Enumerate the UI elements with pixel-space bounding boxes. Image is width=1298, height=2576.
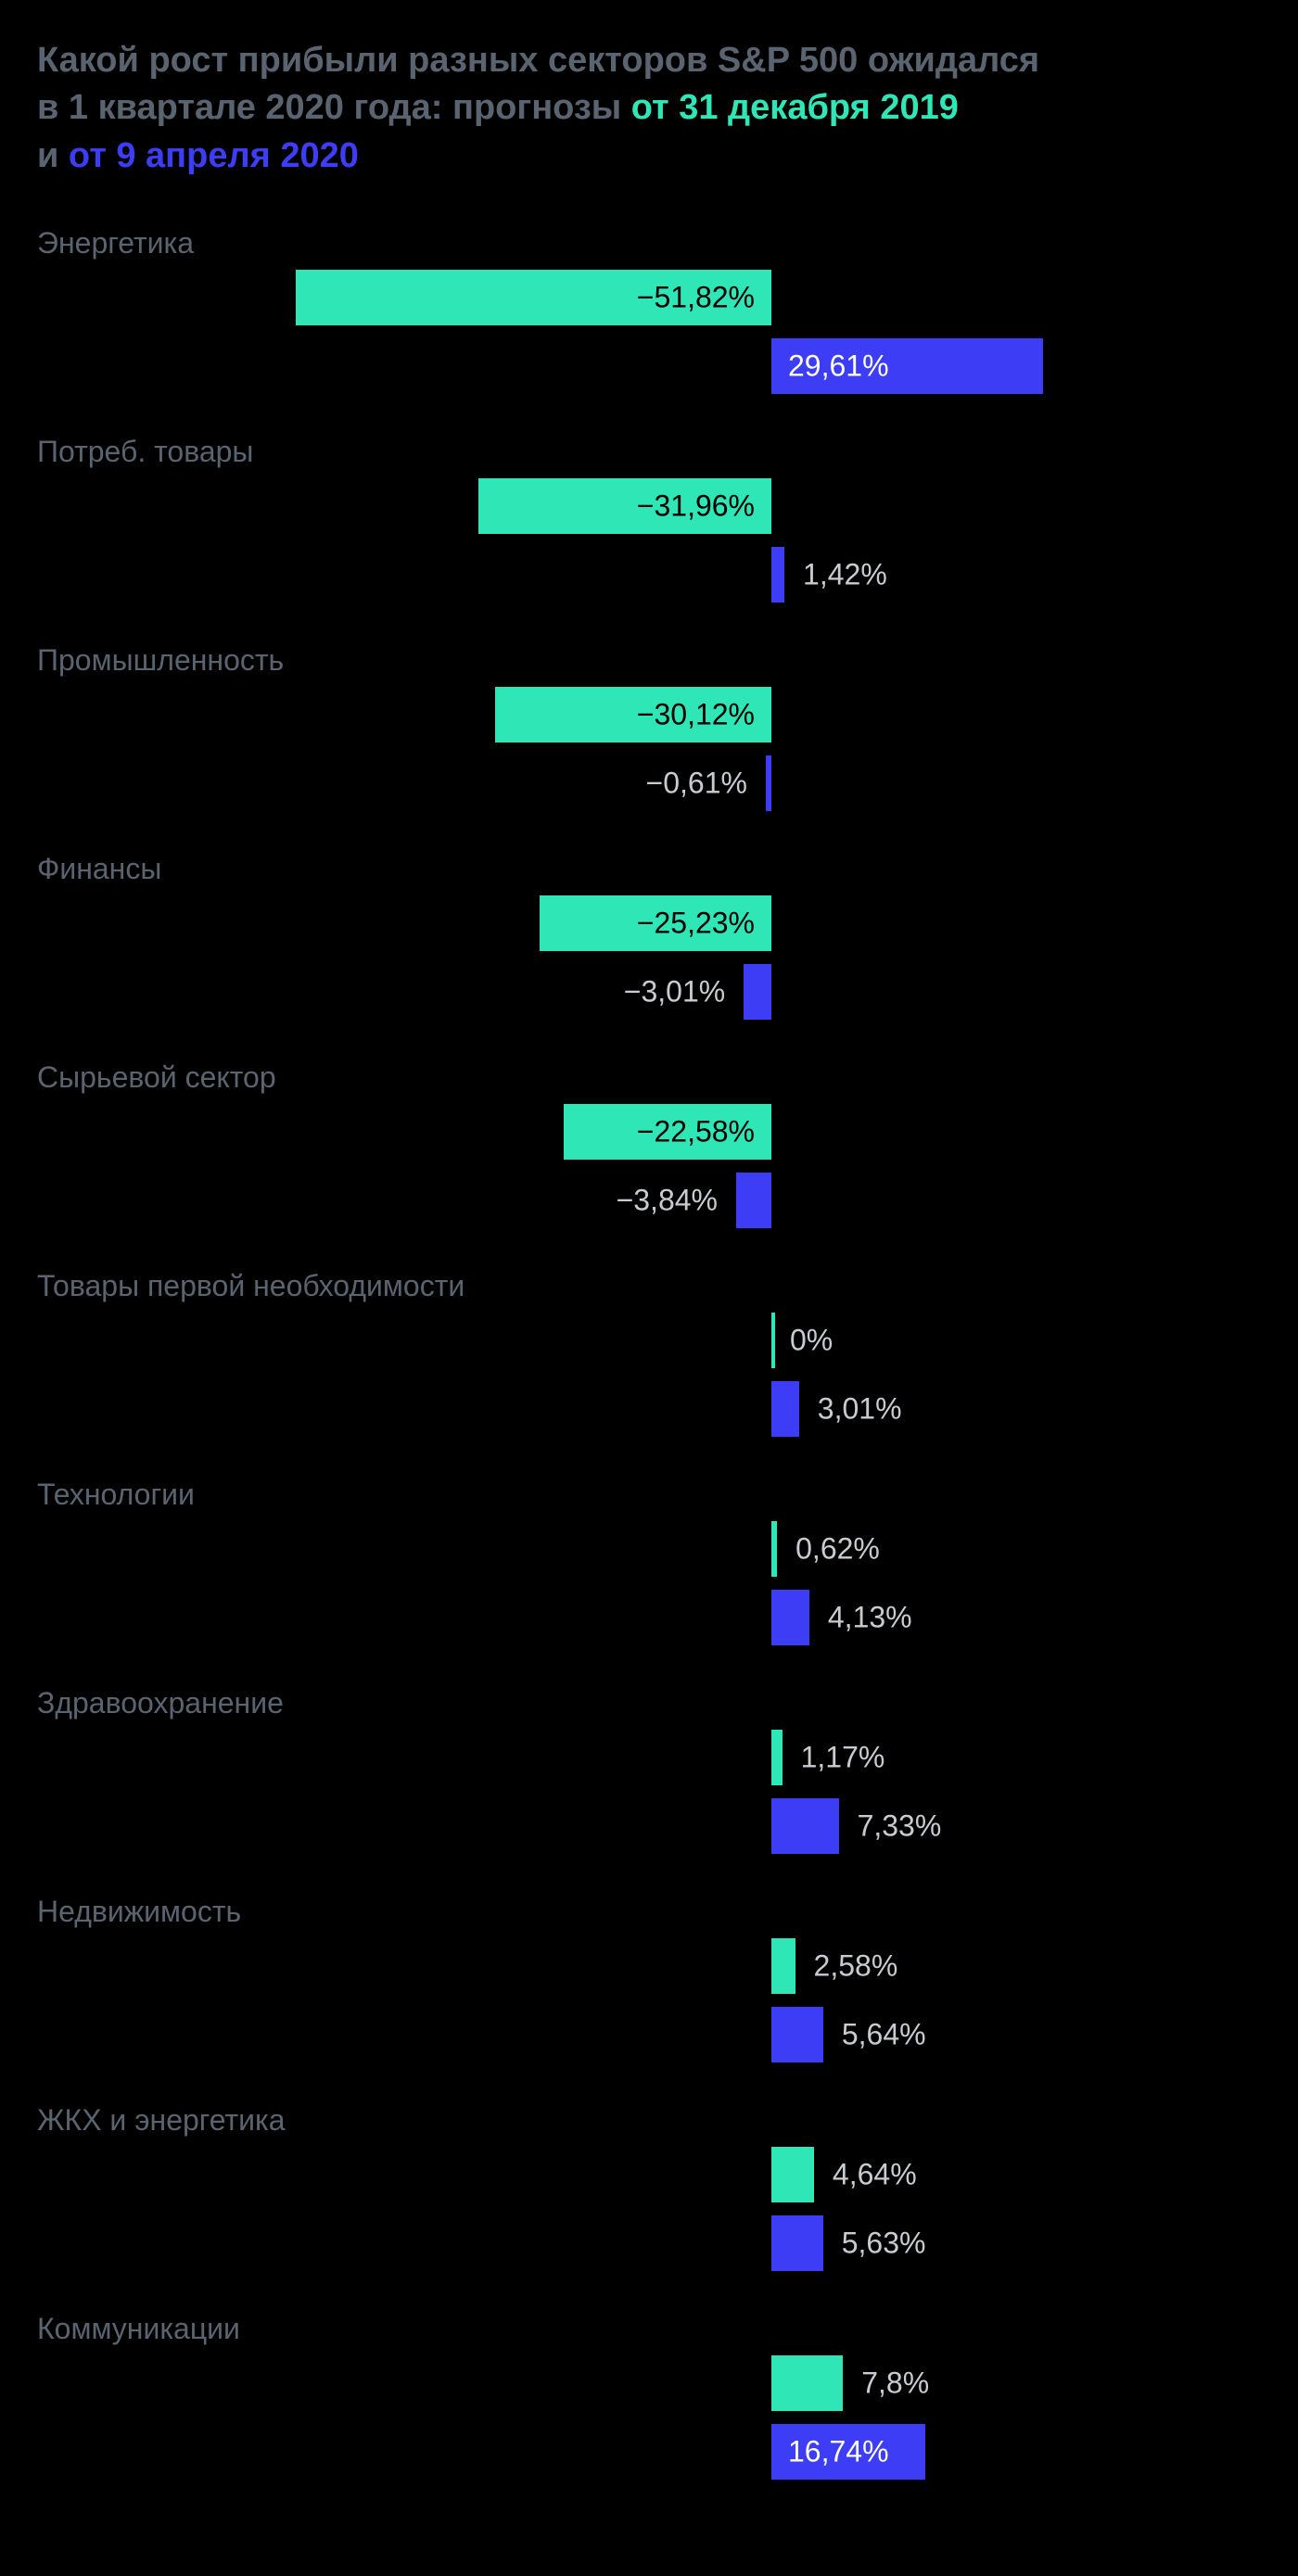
bar-value-label-apr2020: 4,13% — [809, 1600, 912, 1634]
sector-group: Технологии 0,62% 4,13% — [37, 1478, 1261, 1645]
bar-value-label-apr2020: −3,01% — [624, 974, 744, 1009]
sector-group: Промышленность −30,12% −0,61% — [37, 643, 1261, 811]
bar-row-apr2020: 3,01% — [37, 1381, 1261, 1437]
bar-dec2019 — [771, 2355, 843, 2411]
bar-dec2019 — [771, 2147, 814, 2202]
bar-row-dec2019: −25,23% — [37, 895, 1261, 951]
sector-group: Финансы −25,23% −3,01% — [37, 852, 1261, 1020]
bar-apr2020 — [771, 2007, 823, 2062]
sector-label: Недвижимость — [37, 1895, 1261, 1929]
sector-label: Сырьевой сектор — [37, 1060, 1261, 1095]
title-legend-blue: от 9 апреля 2020 — [69, 136, 359, 175]
title-line3a: и — [37, 136, 69, 175]
bar-row-apr2020: 29,61% — [37, 338, 1261, 394]
bar-apr2020 — [771, 2215, 823, 2271]
bar-pair: 7,8% 16,74% — [37, 2355, 1261, 2480]
bar-pair: −30,12% −0,61% — [37, 687, 1261, 811]
bar-value-label-dec2019: 0,62% — [777, 1531, 880, 1566]
bar-value-label-dec2019: −51,82% — [637, 280, 771, 314]
bar-apr2020 — [771, 1381, 799, 1437]
bar-chart: Энергетика −51,82% 29,61% Потреб. товары −31… — [37, 226, 1261, 2480]
sector-label: ЖКХ и энергетика — [37, 2103, 1261, 2138]
bar-row-apr2020: 5,64% — [37, 2007, 1261, 2062]
bar-row-dec2019: 2,58% — [37, 1938, 1261, 1994]
bar-pair: −51,82% 29,61% — [37, 270, 1261, 394]
sector-label: Промышленность — [37, 643, 1261, 678]
title-line2a: в 1 квартале 2020 года: прогнозы — [37, 88, 631, 127]
bar-pair: 0,62% 4,13% — [37, 1521, 1261, 1645]
bar-value-label-dec2019: −25,23% — [637, 906, 771, 940]
bar-pair: −22,58% −3,84% — [37, 1104, 1261, 1228]
title-legend-teal: от 31 декабря 2019 — [631, 88, 959, 127]
bar-pair: −25,23% −3,01% — [37, 895, 1261, 1020]
sector-label: Коммуникации — [37, 2312, 1261, 2346]
bar-row-apr2020: 4,13% — [37, 1590, 1261, 1645]
bar-row-dec2019: −51,82% — [37, 270, 1261, 325]
title-line1: Какой рост прибыли разных секторов S&P 5… — [37, 41, 1039, 80]
sector-label: Товары первой необходимости — [37, 1269, 1261, 1303]
bar-dec2019 — [771, 1730, 783, 1785]
bar-pair: −31,96% 1,42% — [37, 478, 1261, 603]
bar-row-dec2019: 7,8% — [37, 2355, 1261, 2411]
bar-row-dec2019: −22,58% — [37, 1104, 1261, 1160]
bar-apr2020 — [771, 1590, 809, 1645]
bar-value-label-dec2019: −30,12% — [637, 697, 771, 731]
bar-value-label-dec2019: −22,58% — [637, 1114, 771, 1148]
bar-value-label-apr2020: 16,74% — [771, 2434, 889, 2468]
bar-apr2020 — [736, 1173, 771, 1228]
bar-row-dec2019: 0% — [37, 1313, 1261, 1368]
sector-label: Потреб. товары — [37, 435, 1261, 469]
bar-value-label-apr2020: 1,42% — [784, 557, 887, 591]
sector-group: Недвижимость 2,58% 5,64% — [37, 1895, 1261, 2062]
sector-group: ЖКХ и энергетика 4,64% 5,63% — [37, 2103, 1261, 2271]
bar-apr2020 — [771, 1798, 839, 1854]
sector-group: Коммуникации 7,8% 16,74% — [37, 2312, 1261, 2480]
bar-row-dec2019: 4,64% — [37, 2147, 1261, 2202]
bar-row-dec2019: 1,17% — [37, 1730, 1261, 1785]
sector-group: Здравоохранение 1,17% 7,33% — [37, 1686, 1261, 1854]
bar-row-dec2019: −30,12% — [37, 687, 1261, 742]
bar-value-label-apr2020: 7,33% — [839, 1808, 942, 1843]
bar-value-label-apr2020: 29,61% — [771, 349, 889, 383]
bar-value-label-apr2020: −0,61% — [646, 766, 766, 800]
bar-row-apr2020: −3,84% — [37, 1173, 1261, 1228]
sector-label: Технологии — [37, 1478, 1261, 1512]
bar-value-label-apr2020: 5,64% — [823, 2017, 926, 2051]
sector-group: Потреб. товары −31,96% 1,42% — [37, 435, 1261, 603]
sector-label: Здравоохранение — [37, 1686, 1261, 1720]
bar-row-apr2020: −3,01% — [37, 964, 1261, 1020]
sector-label: Энергетика — [37, 226, 1261, 260]
bar-pair: 0% 3,01% — [37, 1313, 1261, 1437]
chart-title: Какой рост прибыли разных секторов S&P 5… — [37, 37, 1261, 180]
bar-value-label-apr2020: −3,84% — [617, 1183, 736, 1217]
bar-apr2020 — [771, 547, 784, 603]
bar-value-label-apr2020: 3,01% — [799, 1391, 902, 1426]
bar-value-label-apr2020: 5,63% — [823, 2226, 926, 2260]
bar-value-label-dec2019: 7,8% — [843, 2366, 929, 2400]
sector-group: Товары первой необходимости 0% 3,01% — [37, 1269, 1261, 1437]
bar-row-dec2019: −31,96% — [37, 478, 1261, 534]
bar-row-apr2020: 7,33% — [37, 1798, 1261, 1854]
bar-apr2020 — [766, 755, 771, 811]
sector-group: Энергетика −51,82% 29,61% — [37, 226, 1261, 394]
bar-row-apr2020: 1,42% — [37, 547, 1261, 603]
bar-row-apr2020: 16,74% — [37, 2424, 1261, 2480]
bar-apr2020 — [744, 964, 771, 1020]
bar-row-apr2020: −0,61% — [37, 755, 1261, 811]
bar-value-label-dec2019: 0% — [771, 1323, 833, 1357]
bar-value-label-dec2019: 1,17% — [783, 1740, 885, 1774]
bar-row-apr2020: 5,63% — [37, 2215, 1261, 2271]
bar-value-label-dec2019: 2,58% — [795, 1948, 898, 1983]
bar-row-dec2019: 0,62% — [37, 1521, 1261, 1577]
bar-value-label-dec2019: 4,64% — [814, 2157, 917, 2191]
bar-pair: 4,64% 5,63% — [37, 2147, 1261, 2271]
bar-dec2019 — [771, 1938, 795, 1994]
sector-group: Сырьевой сектор −22,58% −3,84% — [37, 1060, 1261, 1228]
sector-label: Финансы — [37, 852, 1261, 886]
bar-pair: 1,17% 7,33% — [37, 1730, 1261, 1854]
bar-pair: 2,58% 5,64% — [37, 1938, 1261, 2062]
bar-value-label-dec2019: −31,96% — [637, 489, 771, 523]
